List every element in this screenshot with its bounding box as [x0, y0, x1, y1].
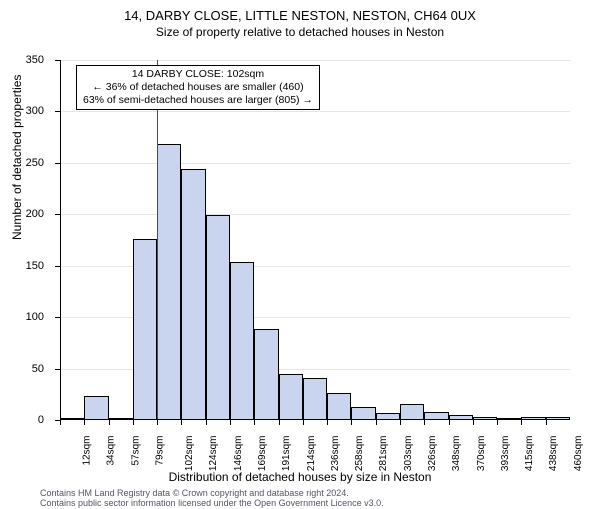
- y-tick-label: 100: [4, 311, 44, 323]
- histogram-bar: [327, 393, 351, 419]
- annotation-line: 63% of semi-detached houses are larger (…: [83, 94, 313, 107]
- histogram-bar: [400, 404, 424, 419]
- x-tick-label: 146sqm: [233, 436, 244, 472]
- x-tick-mark: [424, 420, 425, 425]
- gridline: [60, 60, 570, 61]
- x-tick-mark: [327, 420, 328, 425]
- marker-line: [157, 60, 158, 420]
- gridline: [60, 163, 570, 164]
- x-tick-label: 102sqm: [184, 436, 195, 472]
- x-tick-label: 214sqm: [306, 436, 317, 472]
- chart-subtitle: Size of property relative to detached ho…: [0, 25, 600, 39]
- y-tick-label: 200: [4, 208, 44, 220]
- x-axis-label: Distribution of detached houses by size …: [0, 470, 600, 484]
- chart-container: 14, DARBY CLOSE, LITTLE NESTON, NESTON, …: [0, 8, 600, 508]
- x-tick-mark: [230, 420, 231, 425]
- x-tick-label: 326sqm: [427, 436, 438, 472]
- x-tick-label: 281sqm: [379, 436, 390, 472]
- x-tick-label: 438sqm: [549, 436, 560, 472]
- x-tick-label: 169sqm: [257, 436, 268, 472]
- x-tick-mark: [157, 420, 158, 425]
- annotation-line: 14 DARBY CLOSE: 102sqm: [83, 68, 313, 81]
- x-tick-label: 191sqm: [281, 436, 292, 472]
- x-tick-label: 34sqm: [106, 436, 117, 466]
- x-tick-mark: [473, 420, 474, 425]
- x-tick-label: 79sqm: [154, 436, 165, 466]
- histogram-bar: [279, 374, 303, 419]
- y-tick-label: 350: [4, 54, 44, 66]
- x-tick-mark: [181, 420, 182, 425]
- y-tick-label: 300: [4, 105, 44, 117]
- x-tick-mark: [376, 420, 377, 425]
- x-tick-mark: [497, 420, 498, 425]
- x-tick-mark: [303, 420, 304, 425]
- x-tick-mark: [109, 420, 110, 425]
- histogram-bar: [424, 412, 448, 419]
- y-tick-label: 50: [4, 363, 44, 375]
- x-tick-label: 393sqm: [500, 436, 511, 472]
- x-tick-label: 303sqm: [403, 436, 414, 472]
- x-tick-mark: [60, 420, 61, 425]
- footer-attribution: Contains HM Land Registry data © Crown c…: [40, 488, 384, 509]
- x-tick-label: 415sqm: [524, 436, 535, 472]
- annotation-line: ← 36% of detached houses are smaller (46…: [83, 81, 313, 94]
- y-tick-label: 150: [4, 260, 44, 272]
- x-tick-mark: [546, 420, 547, 425]
- x-tick-label: 124sqm: [209, 436, 220, 472]
- x-tick-mark: [351, 420, 352, 425]
- plot-area: 05010015020025030035012sqm34sqm57sqm79sq…: [60, 60, 570, 420]
- histogram-bar: [206, 215, 230, 419]
- annotation-box: 14 DARBY CLOSE: 102sqm← 36% of detached …: [76, 65, 320, 110]
- x-tick-label: 460sqm: [573, 436, 584, 472]
- x-tick-mark: [449, 420, 450, 425]
- footer-line-1: Contains HM Land Registry data © Crown c…: [40, 488, 384, 498]
- x-tick-label: 348sqm: [451, 436, 462, 472]
- y-tick-label: 0: [4, 414, 44, 426]
- x-tick-label: 57sqm: [130, 436, 141, 466]
- x-tick-mark: [279, 420, 280, 425]
- histogram-bar: [133, 239, 157, 419]
- x-tick-mark: [521, 420, 522, 425]
- x-tick-mark: [400, 420, 401, 425]
- gridline: [60, 214, 570, 215]
- histogram-bar: [84, 396, 108, 419]
- histogram-bar: [157, 144, 181, 419]
- histogram-bar: [181, 169, 205, 419]
- x-tick-mark: [84, 420, 85, 425]
- histogram-bar: [351, 407, 375, 419]
- histogram-bar: [303, 378, 327, 419]
- chart-title: 14, DARBY CLOSE, LITTLE NESTON, NESTON, …: [0, 8, 600, 23]
- gridline: [60, 111, 570, 112]
- x-tick-mark: [206, 420, 207, 425]
- x-tick-mark: [254, 420, 255, 425]
- x-axis-line: [60, 419, 570, 420]
- x-tick-label: 258sqm: [354, 436, 365, 472]
- x-tick-mark: [133, 420, 134, 425]
- x-tick-label: 236sqm: [330, 436, 341, 472]
- histogram-bar: [230, 262, 254, 419]
- x-tick-label: 370sqm: [476, 436, 487, 472]
- y-axis-line: [60, 60, 61, 420]
- x-tick-label: 12sqm: [82, 436, 93, 466]
- y-tick-label: 250: [4, 157, 44, 169]
- histogram-bar: [254, 329, 278, 420]
